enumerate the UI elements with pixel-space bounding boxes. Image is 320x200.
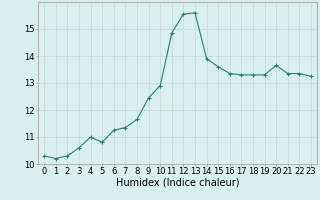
- X-axis label: Humidex (Indice chaleur): Humidex (Indice chaleur): [116, 178, 239, 188]
